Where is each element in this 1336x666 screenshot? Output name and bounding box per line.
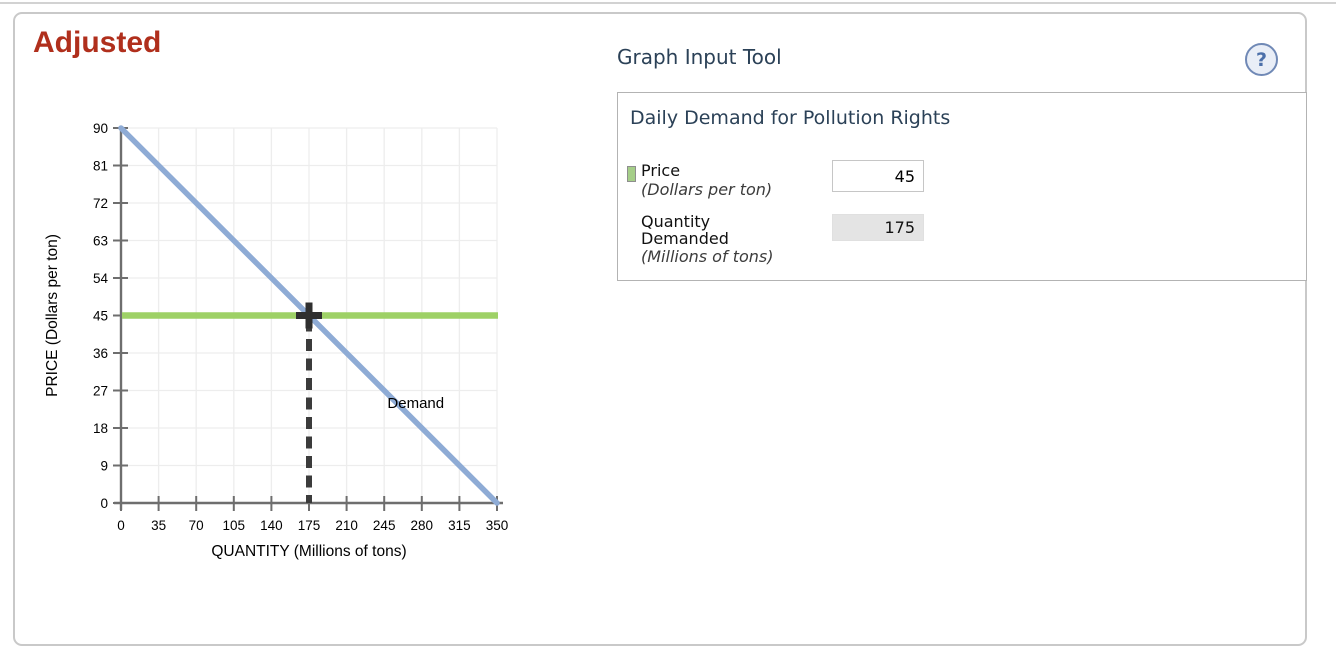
y-tick-label: 54 <box>93 271 109 286</box>
x-tick-label: 315 <box>448 518 471 533</box>
graph-input-panel <box>617 92 1307 281</box>
demand-graph[interactable]: 0 9 18 27 36 45 54 63 72 81 90 0 35 70 105 140 175 210 245… <box>30 110 540 580</box>
quantity-label-line1: Quantity <box>641 212 711 231</box>
x-tick-label: 105 <box>223 518 246 533</box>
help-button[interactable]: ? <box>1245 43 1278 76</box>
y-tick-label: 90 <box>93 121 108 136</box>
page-title: Adjusted <box>33 26 162 59</box>
x-tick-label: 175 <box>298 518 321 533</box>
x-tick-label: 140 <box>260 518 283 533</box>
x-tick-label: 0 <box>117 518 125 533</box>
x-axis-label: QUANTITY (Millions of tons) <box>211 543 406 560</box>
x-tick-label: 35 <box>151 518 166 533</box>
price-field-sublabel: (Dollars per ton) <box>641 180 773 199</box>
quantity-field-sublabel: (Millions of tons) <box>641 247 774 266</box>
x-tick-label: 70 <box>189 518 204 533</box>
x-tick-label: 245 <box>373 518 396 533</box>
x-tick-label: 210 <box>335 518 358 533</box>
price-input[interactable] <box>832 160 924 192</box>
quantity-field-label: Quantity Demanded <box>641 213 729 247</box>
quantity-demanded-field <box>832 214 924 241</box>
y-tick-label: 63 <box>93 234 108 249</box>
panel-title: Daily Demand for Pollution Rights <box>630 107 951 129</box>
top-divider <box>0 2 1336 4</box>
y-tick-label: 45 <box>93 309 108 324</box>
y-tick-label: 27 <box>93 384 108 399</box>
price-legend-marker <box>627 166 636 182</box>
price-field-label: Price <box>641 161 681 180</box>
y-axis-label: PRICE (Dollars per ton) <box>44 234 61 397</box>
graph-input-tool-header: Graph Input Tool <box>617 45 782 69</box>
y-tick-label: 0 <box>100 496 108 511</box>
demand-label: Demand <box>387 395 444 412</box>
x-tick-label: 280 <box>411 518 434 533</box>
y-tick-label: 36 <box>93 346 108 361</box>
x-tick-label: 350 <box>486 518 509 533</box>
y-tick-label: 72 <box>93 196 108 211</box>
quantity-label-line2: Demanded <box>641 229 729 248</box>
y-tick-label: 9 <box>100 459 108 474</box>
y-tick-label: 81 <box>93 159 108 174</box>
y-tick-label: 18 <box>93 421 108 436</box>
